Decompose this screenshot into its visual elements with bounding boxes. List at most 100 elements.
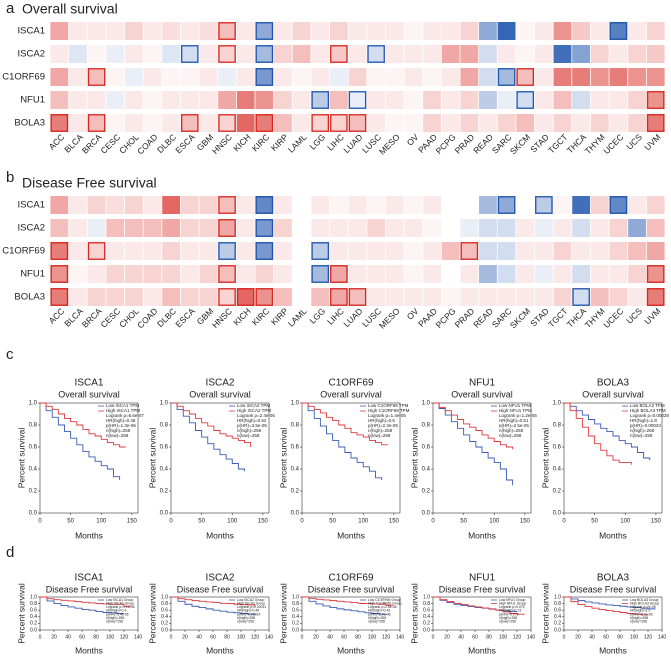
y-tick-label: 0.6 xyxy=(30,608,37,614)
x-tick-label: 100 xyxy=(489,519,500,525)
significance-box xyxy=(236,288,255,306)
heatmap-cell xyxy=(311,219,330,237)
y-tick-label: 0.4 xyxy=(423,614,430,620)
heatmap-cell xyxy=(479,288,497,306)
heatmap-cell xyxy=(106,288,125,306)
significance-box xyxy=(218,114,236,132)
heatmap-cell xyxy=(553,114,572,132)
heatmap-cell xyxy=(628,68,646,86)
heatmap-cell xyxy=(69,91,87,109)
legend-label: Low ISCA1 TPM xyxy=(106,403,139,408)
annotation: p(HR)=0.00034 xyxy=(630,423,661,428)
x-tick-label: 100 xyxy=(227,519,238,525)
plot-subtitle: Overall survival xyxy=(189,389,251,399)
heatmap-cell xyxy=(69,196,87,214)
x-tick-label: 100 xyxy=(96,519,107,525)
heatmap-cell xyxy=(609,91,628,109)
heatmap-cell xyxy=(479,219,497,237)
heatmap-cell xyxy=(367,68,386,86)
heatmap-cell xyxy=(516,219,535,237)
significance-box xyxy=(516,91,534,109)
heatmap-cell xyxy=(143,288,162,306)
significance-box xyxy=(646,265,665,283)
heatmap-cell xyxy=(199,68,218,86)
heatmap-cell xyxy=(69,68,87,86)
heatmap-cell xyxy=(180,196,199,214)
heatmap-cell xyxy=(218,114,236,132)
heatmap-cell xyxy=(497,219,516,237)
plot-frame xyxy=(39,596,139,631)
annotation: n(high)=258 xyxy=(237,616,255,620)
heatmap-cell xyxy=(534,219,553,237)
legend-label: Low NFU1 TPM xyxy=(499,403,531,408)
heatmap-cell xyxy=(404,45,423,63)
heatmap-cell xyxy=(87,242,106,260)
y-tick-label: 0.8 xyxy=(161,601,168,607)
heatmap-cell xyxy=(69,22,87,40)
y-tick-label: 1.0 xyxy=(30,594,37,600)
legend-label: High ISCA1 TPM xyxy=(106,408,140,413)
x-tick-label: 100 xyxy=(106,634,115,640)
significance-box xyxy=(218,196,236,214)
x-axis-label: Months xyxy=(337,530,365,540)
heatmap-cell xyxy=(460,91,479,109)
y-axis-label: Percent survival xyxy=(16,583,26,644)
heatmap-cell xyxy=(385,288,404,306)
x-axis-label: Months xyxy=(468,645,496,655)
survival-curve xyxy=(433,402,514,486)
heatmap-cell xyxy=(646,68,665,86)
heatmap-cell xyxy=(236,242,255,260)
heatmap-cell xyxy=(69,288,87,306)
annotation: HR(high)=0.52 xyxy=(237,418,267,423)
heatmap-cell xyxy=(106,219,125,237)
heatmap-cell xyxy=(69,114,87,132)
significance-box xyxy=(218,219,236,237)
x-axis-label: Months xyxy=(75,530,103,540)
y-tick-label: 1.0 xyxy=(29,401,38,407)
survival-curve xyxy=(171,596,256,616)
heatmap-cell xyxy=(143,114,162,132)
heatmap-cell xyxy=(162,242,181,260)
x-tick-label: 100 xyxy=(499,634,508,640)
y-tick-label: 0.2 xyxy=(161,621,168,627)
heatmap-cell xyxy=(367,196,386,214)
heatmap-cell xyxy=(534,288,553,306)
heatmap-cell xyxy=(628,91,646,109)
heatmap-cell xyxy=(236,22,255,40)
plot-subtitle: Overall survival xyxy=(451,389,513,399)
heatmap-cell xyxy=(646,196,665,214)
heatmap-cell xyxy=(423,45,441,63)
significance-box xyxy=(218,22,236,40)
heatmap-cell xyxy=(124,196,143,214)
heatmap-cell xyxy=(367,91,386,109)
significance-box xyxy=(255,22,274,40)
y-tick-label: 0.8 xyxy=(29,423,38,429)
annotation: Logrank p=2.4e-05 xyxy=(237,413,275,418)
annotation: HR(high)=2.2 xyxy=(630,609,650,613)
significance-box xyxy=(255,68,274,86)
x-tick-label: 150 xyxy=(520,519,531,525)
heatmap-cell xyxy=(423,242,441,260)
y-tick-label: 0.2 xyxy=(292,621,299,627)
heatmap-cell xyxy=(106,242,125,260)
annotation: Logrank p=0.00011 xyxy=(237,605,266,609)
heatmap-cell xyxy=(69,219,87,237)
heatmap-cell xyxy=(516,288,535,306)
heatmap-cell xyxy=(236,196,255,214)
survival-curve xyxy=(302,596,393,606)
y-tick-label: 0.0 xyxy=(291,511,300,517)
x-tick-label: 150 xyxy=(258,519,269,525)
y-tick-label: 0.4 xyxy=(160,467,169,473)
heatmap-cell xyxy=(218,265,236,283)
heatmap-cell xyxy=(274,265,292,283)
heatmap-cell xyxy=(124,22,143,40)
heatmap-cell xyxy=(180,288,199,306)
y-tick-label: 0.6 xyxy=(554,608,561,614)
x-tick-label: 80 xyxy=(224,634,230,640)
plot-frame xyxy=(432,596,532,631)
y-tick-label: 1.0 xyxy=(423,594,430,600)
y-tick-label: 1.0 xyxy=(160,401,169,407)
significance-box xyxy=(497,68,516,86)
survival-curve xyxy=(171,596,256,607)
